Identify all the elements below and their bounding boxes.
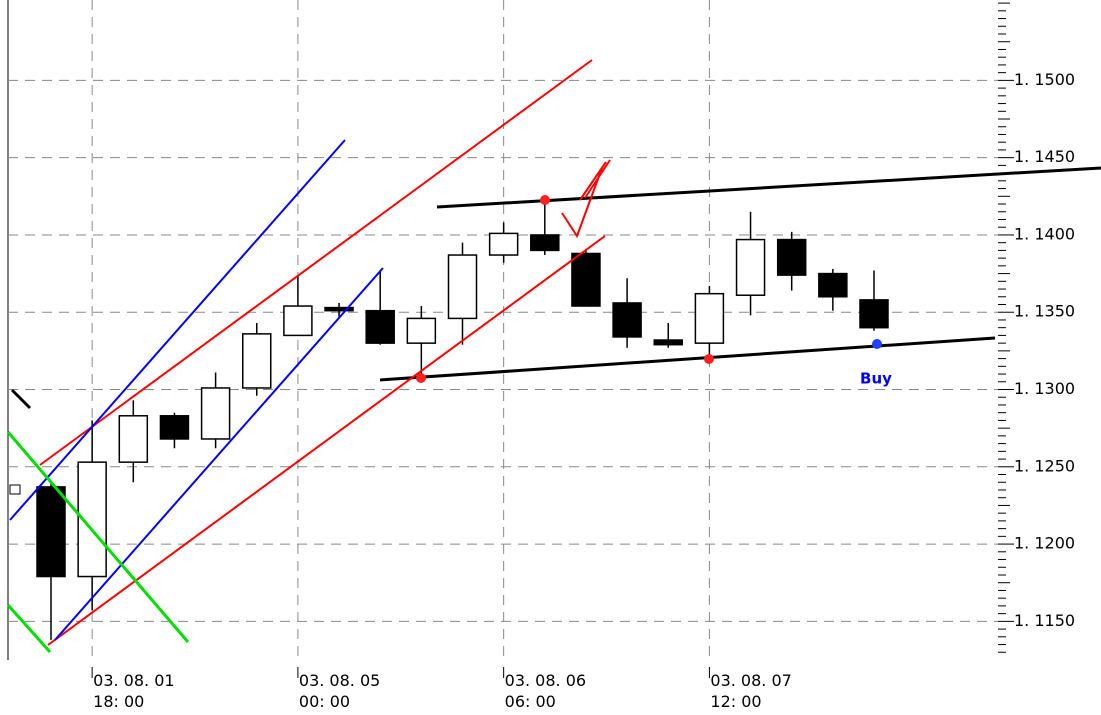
candle-body xyxy=(406,317,437,344)
y-tick-label: 1. 1150 xyxy=(1014,611,1075,630)
y-tick-label: 1. 1350 xyxy=(1014,302,1075,321)
x-tick-label: 03. 08. 07 12: 00 xyxy=(710,671,792,711)
candle-body xyxy=(447,254,478,320)
y-tick-label: 1. 1300 xyxy=(1014,379,1075,398)
candle-body xyxy=(36,486,66,578)
candle-body xyxy=(283,305,313,337)
candle-body xyxy=(612,302,642,338)
candle-body xyxy=(324,306,354,312)
channel-line xyxy=(6,431,190,643)
candle-body xyxy=(859,299,889,329)
y-tick-label: 1. 1400 xyxy=(1014,224,1075,243)
y-tick-label: 1. 1500 xyxy=(1014,70,1075,89)
trend-line xyxy=(436,166,1101,209)
candle-body xyxy=(365,309,395,344)
y-tick-label: 1. 1250 xyxy=(1014,456,1075,475)
arrow-mark xyxy=(10,388,32,410)
channel-line xyxy=(39,59,593,466)
channel-line xyxy=(54,267,384,641)
candle-body xyxy=(571,252,601,307)
box-mark xyxy=(9,484,21,495)
check-mark xyxy=(579,161,607,201)
candle-body xyxy=(776,238,807,276)
signal-dot xyxy=(872,339,882,349)
channel-line xyxy=(9,139,346,521)
channel-line xyxy=(47,235,606,646)
check-mark xyxy=(561,167,603,239)
x-tick-label: 03. 08. 01 18: 00 xyxy=(93,671,175,711)
check-mark xyxy=(584,159,611,199)
candles xyxy=(36,200,889,640)
candle-body xyxy=(118,415,149,463)
trend-lines xyxy=(6,59,1101,653)
signal-dot xyxy=(540,195,550,205)
candle-body xyxy=(488,232,519,256)
grid xyxy=(8,0,998,660)
y-tick-label: 1. 1450 xyxy=(1014,147,1075,166)
candle-body xyxy=(159,415,190,440)
candle-body xyxy=(530,234,560,252)
annotation: Buy xyxy=(860,370,892,388)
channel-line xyxy=(6,604,52,653)
candle-body xyxy=(242,333,272,389)
y-axis: 1. 1150 1. 1200 1. 1250 1. 1300 1. 1350 1. 14… xyxy=(91,2,1075,678)
candle-body xyxy=(653,339,683,346)
signal-dot xyxy=(416,373,426,383)
candle-body xyxy=(694,292,725,344)
x-tick-label: 03. 08. 06 06: 00 xyxy=(504,671,587,711)
candle-body xyxy=(818,272,848,298)
x-tick-label: 03. 08. 05 00: 00 xyxy=(298,671,381,711)
candle-body xyxy=(200,387,231,440)
candle-body xyxy=(735,238,766,296)
signal-dots xyxy=(416,195,882,383)
signal-dot xyxy=(704,354,714,364)
y-tick-label: 1. 1200 xyxy=(1014,534,1075,553)
trend-line xyxy=(379,336,996,382)
